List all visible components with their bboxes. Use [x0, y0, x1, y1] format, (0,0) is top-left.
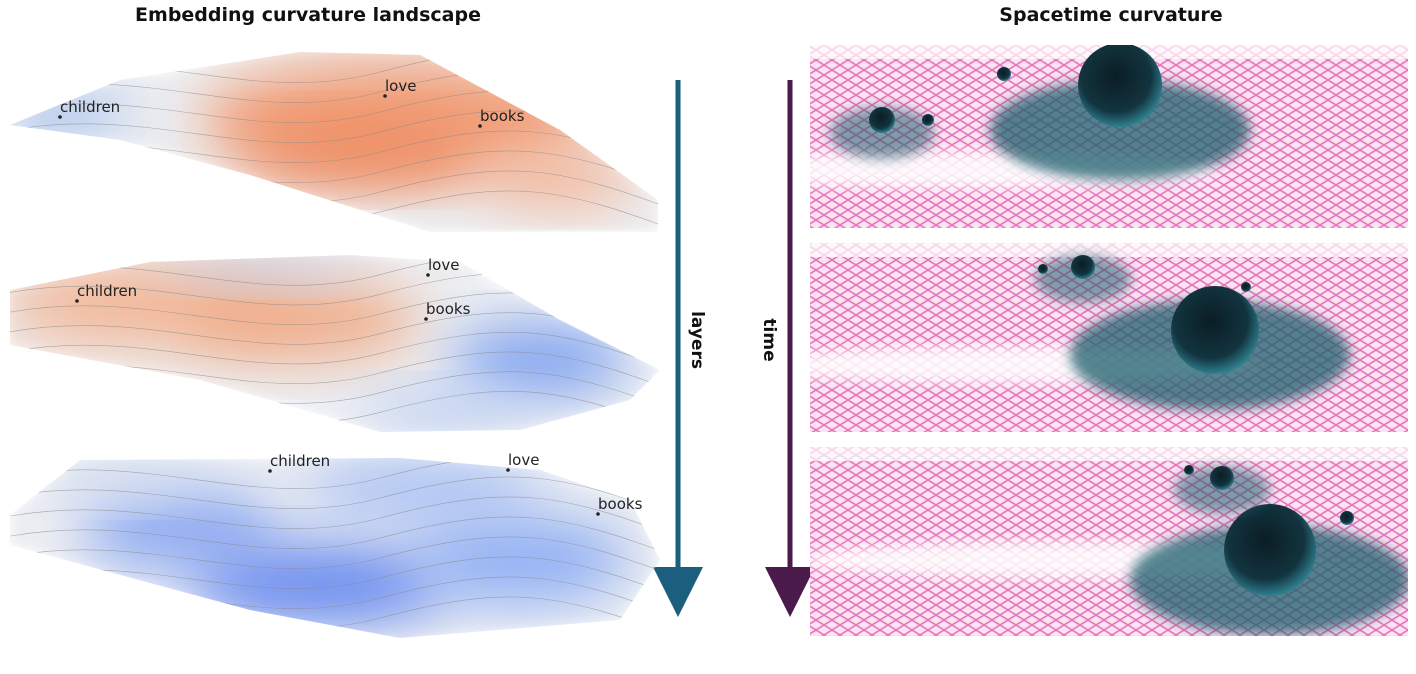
word-point: [58, 115, 62, 119]
fabric-fade-top: [810, 243, 1408, 257]
word-point: [426, 273, 430, 277]
landscape-panel: [10, 458, 660, 638]
curvature-blob: [190, 545, 450, 625]
curvature-blob: [160, 255, 360, 285]
right-title: Spacetime curvature: [999, 4, 1222, 26]
mass: [1210, 466, 1234, 490]
word-point: [478, 124, 482, 128]
word-label: books: [426, 300, 471, 318]
spacetime-panel: [810, 447, 1408, 636]
word-label: children: [60, 98, 120, 116]
mass: [1038, 264, 1048, 274]
mass: [1071, 255, 1095, 279]
mass: [1078, 45, 1162, 127]
word-point: [506, 468, 510, 472]
mass: [997, 67, 1011, 81]
curvature-blob: [80, 490, 280, 570]
curvature-blob: [480, 155, 640, 205]
mass: [869, 107, 895, 133]
mass: [1340, 511, 1354, 525]
word-label: books: [480, 107, 525, 125]
spacetime-panel: [810, 45, 1408, 228]
word-point: [424, 317, 428, 321]
word-point: [596, 512, 600, 516]
word-point: [75, 299, 79, 303]
mass: [1184, 465, 1194, 475]
mass: [1241, 282, 1251, 292]
layers-label: layers: [687, 311, 707, 369]
contour-line: [10, 516, 660, 559]
word-point: [268, 469, 272, 473]
curvature-blob: [360, 390, 520, 430]
gravity-well: [990, 80, 1250, 180]
word-label: children: [270, 452, 330, 470]
contour-line: [10, 536, 660, 579]
contour-line: [10, 332, 660, 374]
contour-line: [10, 496, 660, 539]
word-point: [383, 94, 387, 98]
word-label: love: [385, 77, 416, 95]
curvature-blob: [180, 280, 420, 360]
left-title: Embedding curvature landscape: [135, 4, 481, 26]
mass: [1224, 504, 1316, 596]
landscape-panel: [10, 255, 660, 432]
spacetime-panel: [810, 243, 1408, 432]
curvature-blob: [410, 515, 630, 605]
time-label: time: [759, 318, 779, 361]
word-label: children: [77, 282, 137, 300]
word-label: books: [598, 495, 643, 513]
contour-line: [10, 476, 660, 519]
curvature-blob: [240, 120, 480, 180]
word-label: love: [508, 451, 539, 469]
word-label: love: [428, 256, 459, 274]
mass: [1171, 286, 1259, 374]
mass: [922, 114, 934, 126]
fabric-fade-top: [810, 447, 1408, 461]
curvature-blob: [300, 460, 540, 520]
curvature-blob: [40, 460, 200, 500]
landscape-panel: [10, 52, 658, 232]
curvature-blob: [450, 325, 630, 395]
contour-line: [10, 556, 660, 599]
